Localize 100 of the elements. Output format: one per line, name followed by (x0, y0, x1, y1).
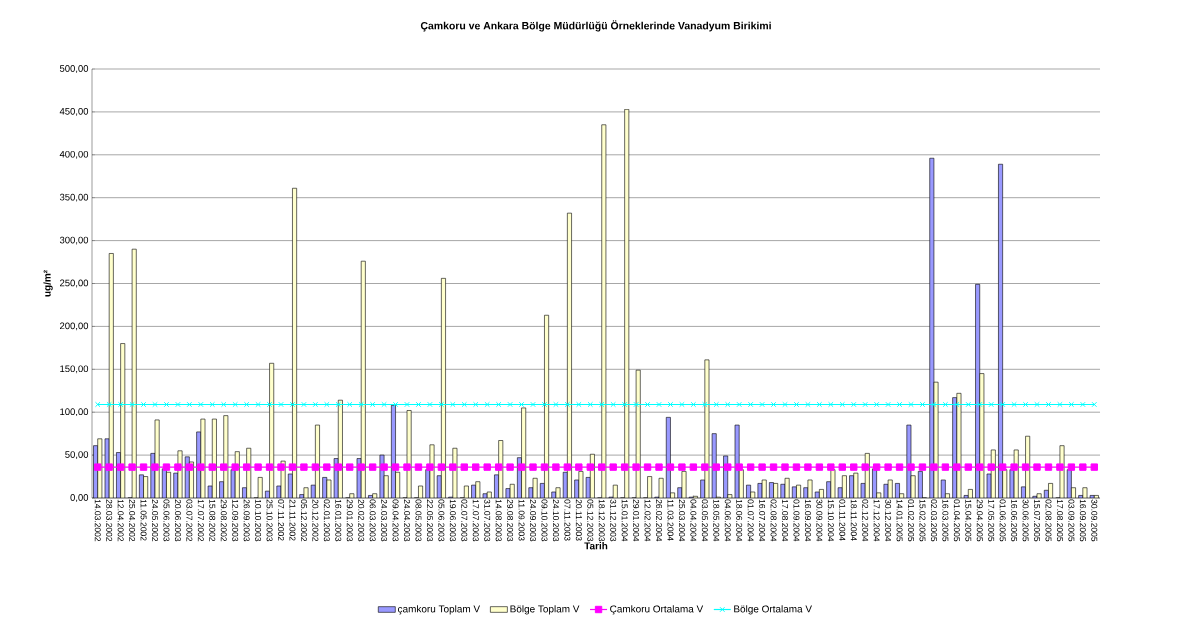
x-tick-label: 16.09.2005 (1079, 499, 1086, 542)
x-tick-label: 30.12.2004 (885, 499, 892, 542)
x-tick-label: 30.09.2004 (816, 499, 823, 542)
x-tick-label: 02.08.2005 (1045, 499, 1052, 542)
x-tick-label: 26.09.2003 (243, 499, 250, 542)
x-tick-label: 20.02.2003 (358, 499, 365, 542)
x-tick-label: 04.06.2004 (724, 499, 731, 542)
legend-label: Bölge Ortalama V (734, 605, 812, 615)
y-tick-label: 500,00 (59, 65, 89, 73)
x-tick-label: 25.04.2002 (129, 499, 136, 542)
x-tick-label: 11.09.2003 (518, 499, 525, 541)
x-tick-label: 02.01.2003 (323, 499, 330, 542)
x-tick-label: 29.01.2003 (346, 499, 353, 542)
x-tick-label: 20.12.2002 (312, 499, 319, 542)
x-tick-label: 24.03.2003 (381, 499, 388, 542)
x-tick-label: 06.03.2003 (369, 499, 376, 542)
x-tick-label: 18.06.2004 (736, 499, 743, 542)
x-tick-label: 18.12.2003 (598, 499, 605, 542)
x-tick-label: 16.09.2004 (804, 499, 811, 542)
x-tick-label: 17.05.2005 (988, 499, 995, 542)
x-tick-label: 01.11.2004 (839, 499, 846, 541)
x-tick-label: 19.06.2003 (449, 499, 456, 542)
x-tick-label: 07.11.2003 (564, 499, 571, 541)
x-tick-label: 15.02.2005 (919, 499, 926, 542)
x-tick-label: 29.08.2002 (220, 499, 227, 542)
y-tick-label: 350,00 (59, 193, 89, 202)
y-axis-title: ug/m² (43, 270, 53, 297)
x-tick-label: 12.09.2003 (232, 499, 239, 542)
x-tick-label: 01.04.2005 (953, 499, 960, 542)
x-tick-label: 03.09.2005 (1068, 499, 1075, 542)
x-tick-label: 16.03.2005 (942, 499, 949, 542)
x-tick-label: 02.07.2003 (461, 499, 468, 542)
x-tick-label: 17.08.2004 (782, 499, 788, 542)
legend-label: Bölge Toplam V (510, 605, 580, 615)
x-tick-label: 30.06.2005 (1022, 499, 1029, 542)
x-tick-label: 05.06.2003 (438, 499, 445, 542)
x-tick-label: 01.07.2004 (747, 499, 754, 542)
x-tick-label: 16.01.2003 (335, 499, 342, 542)
x-tick-label: 10.10.2003 (255, 499, 262, 542)
x-tick-label: 17.07.2003 (472, 499, 479, 542)
x-tick-label: 15.01.2004 (621, 499, 628, 542)
x-tick-label: 16.07.2004 (759, 499, 766, 542)
x-tick-label: 15.08.2002 (209, 499, 216, 542)
x-tick-label: 11.05.2002 (140, 499, 147, 541)
legend-label: Çamkoru Ortalama V (610, 605, 704, 615)
x-tick-label: 01.06.2005 (999, 499, 1006, 542)
x-tick-label: 11.03.2004 (667, 499, 674, 541)
x-tick-label: 24.09.2003 (530, 499, 536, 542)
x-tick-label: 30.09.2005 (1091, 499, 1098, 542)
x-tick-label: 16.06.2005 (1011, 499, 1018, 542)
x-tick-label: 29.08.2003 (507, 499, 514, 542)
x-tick-label: 17.12.2004 (873, 499, 880, 542)
y-tick-label: 300,00 (59, 236, 89, 245)
x-tick-label: 29.04.2005 (976, 499, 983, 542)
chart-title: Çamkoru ve Ankara Bölge Müdürlüğü Örneklerinde Vanadyum Birikimi (420, 20, 771, 32)
x-tick-label: 25.03.2004 (678, 499, 685, 542)
x-tick-label: 31.12.2003 (610, 499, 617, 542)
y-tick-label: 50,00 (65, 451, 89, 460)
y-tick-label: 400,00 (59, 150, 89, 159)
x-tick-label: 09.04.2003 (392, 499, 399, 542)
x-tick-label: 20.06.2003 (174, 499, 181, 542)
x-tick-label: 31.07.2003 (484, 499, 491, 542)
y-tick-label: 200,00 (60, 322, 89, 331)
x-tick-label: 09.10.2003 (541, 499, 548, 542)
x-tick-label: 02.03.2005 (930, 499, 937, 542)
x-tick-label: 05.12.2003 (587, 499, 594, 542)
x-tick-label: 15.07.2005 (1034, 499, 1040, 542)
x-tick-label: 01.09.2004 (793, 499, 800, 542)
y-tick-label: 450,00 (59, 107, 89, 116)
x-tick-label: 01.02.2005 (908, 499, 914, 542)
y-tick-label: 100,00 (60, 408, 89, 417)
x-tick-label: 05.06.2003 (163, 499, 170, 542)
x-tick-label: 24.10.2003 (552, 499, 559, 542)
x-tick-label: 07.11.2002 (278, 499, 284, 541)
x-tick-label: 24.04.2003 (404, 499, 410, 542)
x-tick-label: 08.05.2003 (415, 499, 422, 542)
x-tick-label: 14.03.2002 (94, 499, 101, 542)
x-tick-label: 29.01.2004 (633, 499, 640, 542)
x-tick-label: 04.04.2004 (690, 499, 697, 542)
x-tick-label: 21.11.2002 (289, 499, 296, 541)
x-tick-label: 20.11.2003 (575, 499, 582, 541)
x-tick-label: 03.05.2004 (701, 499, 708, 542)
x-tick-label: 25.10.2003 (266, 499, 273, 542)
x-tick-label: 12.02.2004 (644, 499, 651, 542)
y-tick-label: 150,00 (60, 365, 89, 374)
x-tick-label: 03.07.2002 (186, 499, 193, 542)
x-tick-label: 22.05.2003 (426, 499, 433, 542)
x-tick-label: 14.08.2003 (495, 499, 502, 542)
x-tick-label: 15.10.2004 (827, 499, 834, 542)
y-tick-label: 250,00 (60, 279, 89, 288)
x-tick-label: 26.02.2004 (656, 499, 662, 542)
x-tick-label: 05.12.2002 (300, 499, 307, 542)
y-tick-label: 0,00 (70, 494, 89, 502)
x-tick-label: 14.01.2005 (896, 499, 903, 542)
x-tick-label: 02.12.2004 (862, 499, 869, 542)
x-tick-label: 02.08.2004 (770, 499, 777, 542)
x-tick-label: 24.05.2002 (152, 499, 158, 542)
x-tick-label: 18.11.2004 (850, 499, 857, 541)
x-tick-label: 15.04.2005 (965, 499, 972, 542)
x-tick-label: 28.03.2002 (106, 499, 113, 542)
